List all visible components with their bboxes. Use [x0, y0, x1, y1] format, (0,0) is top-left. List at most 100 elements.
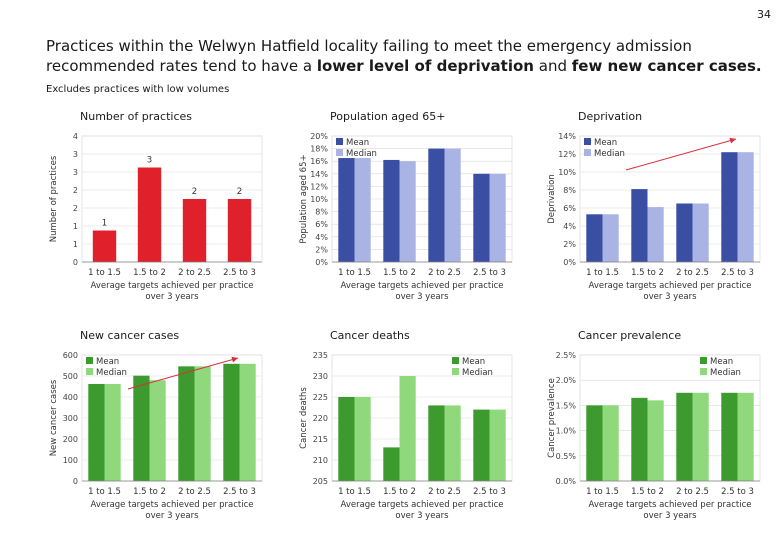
bar — [721, 392, 738, 481]
x-tick-label: 1.5 to 2 — [133, 268, 166, 278]
y-axis-label: Deprivation — [547, 174, 557, 224]
bar — [178, 366, 195, 481]
x-tick-label: 1 to 1.5 — [88, 268, 121, 278]
y-tick-label: 6% — [315, 220, 328, 229]
legend-label: Median — [96, 368, 127, 378]
chart-svg: 0% 2% 4% 6% 8% 10% 12% 14% 16% 18% 20% Population a… — [299, 132, 513, 302]
bar — [602, 405, 619, 481]
page-number: 34 — [757, 8, 771, 21]
bar — [399, 376, 416, 481]
x-tick-label: 1 to 1.5 — [586, 268, 619, 278]
bar — [489, 409, 506, 481]
x-tick-label: 2 to 2.5 — [178, 268, 211, 278]
x-tick-label: 1 to 1.5 — [338, 487, 371, 497]
y-tick-label: 6% — [563, 204, 576, 213]
bar — [737, 392, 754, 481]
y-tick-label: 1 — [73, 222, 78, 231]
y-tick-label: 0.5% — [556, 452, 577, 461]
x-tick-label: 2 to 2.5 — [428, 268, 461, 278]
y-axis-label: Cancer deaths — [299, 387, 309, 449]
bar — [399, 161, 416, 262]
x-tick-label: 1 to 1.5 — [88, 487, 121, 497]
bar — [383, 159, 400, 262]
x-tick-label: 2.5 to 3 — [473, 268, 506, 278]
y-tick-label: 2 — [73, 186, 78, 195]
bar — [631, 397, 648, 481]
x-axis-label: Average targets achieved per practice — [341, 500, 504, 510]
bar — [586, 405, 603, 481]
bar — [676, 203, 693, 262]
bar — [354, 158, 371, 262]
legend-label: Median — [710, 368, 741, 378]
chart-new-cancer-cases: New cancer cases 0 100 200 300 400 500 600 New … — [48, 329, 298, 541]
y-tick-label: 4% — [563, 222, 576, 231]
legend-swatch — [700, 368, 707, 375]
y-tick-label: 300 — [63, 414, 78, 423]
headline-part2: and — [533, 57, 572, 75]
bar — [692, 392, 709, 481]
chart-svg: 205 210 215 220 225 230 235 Cancer deaths 1 to 1… — [299, 351, 513, 521]
x-axis-label: Average targets achieved per practice — [341, 281, 504, 291]
y-tick-label: 205 — [313, 477, 328, 486]
bar — [338, 397, 355, 481]
y-axis-label: Cancer prevalence — [547, 378, 557, 458]
chart-svg: 0 100 200 300 400 500 600 New cancer cases 1 to … — [49, 351, 263, 521]
bar — [338, 158, 355, 262]
x-axis-label: over 3 years — [145, 511, 199, 521]
chart-deprivation: Deprivation 0% 2% 4% 6% 8% 10% 12% 14% Deprivati… — [546, 110, 780, 322]
legend-swatch — [336, 149, 343, 156]
y-tick-label: 0 — [73, 258, 78, 267]
bar — [473, 409, 490, 481]
y-axis-label: Population aged 65+ — [299, 154, 309, 243]
headline-bold-deprivation: lower level of deprivation — [316, 57, 534, 75]
x-tick-label: 1.5 to 2 — [383, 268, 416, 278]
chart-title: Deprivation — [578, 110, 643, 123]
y-axis-label: Number of practices — [49, 155, 59, 242]
y-tick-label: 215 — [313, 435, 328, 444]
x-axis-label: Average targets achieved per practice — [91, 500, 254, 510]
y-tick-label: 12% — [310, 182, 328, 191]
chart-cancer-deaths: Cancer deaths 205 210 215 220 225 230 235 Cance… — [298, 329, 548, 541]
y-tick-label: 235 — [313, 351, 328, 360]
legend-swatch — [584, 138, 591, 145]
y-tick-label: 18% — [310, 145, 328, 154]
x-axis-label: over 3 years — [395, 511, 449, 521]
bar — [428, 405, 445, 481]
y-tick-label: 14% — [558, 132, 576, 141]
bar — [223, 363, 240, 481]
headline: Practices within the Welwyn Hatfield loc… — [46, 36, 766, 76]
bar — [182, 199, 207, 262]
y-tick-label: 8% — [315, 208, 328, 217]
y-tick-label: 4 — [73, 132, 78, 141]
y-tick-label: 210 — [313, 456, 328, 465]
chart-svg: 0% 2% 4% 6% 8% 10% 12% 14% Deprivation 1 to 1.5 1.… — [547, 132, 761, 302]
bar — [133, 375, 150, 481]
bar — [602, 214, 619, 262]
trend-arrow-line — [625, 138, 737, 171]
bar — [428, 148, 445, 262]
y-tick-label: 500 — [63, 372, 78, 381]
legend-label: Mean — [346, 138, 369, 148]
bar — [473, 173, 490, 262]
bar — [239, 363, 256, 481]
x-tick-label: 1 to 1.5 — [586, 487, 619, 497]
chart-title: Cancer prevalence — [578, 329, 682, 342]
y-tick-label: 1.5% — [556, 401, 577, 410]
bar — [149, 380, 166, 481]
bar — [383, 447, 400, 481]
bar — [676, 392, 693, 481]
chart-number-of-practices: Number of practices 0 1 1 2 2 3 3 4 Number of pr… — [48, 110, 298, 322]
legend-label: Mean — [594, 138, 617, 148]
y-tick-label: 0 — [73, 477, 78, 486]
headline-bold-cancer: few new cancer cases. — [571, 57, 762, 75]
y-tick-label: 100 — [63, 456, 78, 465]
y-tick-label: 600 — [63, 351, 78, 360]
y-tick-label: 220 — [313, 414, 328, 423]
chart-population-65: Population aged 65+ 0% 2% 4% 6% 8% 10% 12% 14% 1… — [298, 110, 548, 322]
y-tick-label: 1.0% — [556, 427, 577, 436]
chart-svg: 0.0% 0.5% 1.0% 1.5% 2.0% 2.5% Cancer prevalenc… — [547, 351, 761, 521]
bar — [444, 148, 461, 262]
footnote: Excludes practices with low volumes — [46, 84, 230, 95]
bar — [354, 397, 371, 481]
data-label: 1 — [102, 219, 107, 229]
